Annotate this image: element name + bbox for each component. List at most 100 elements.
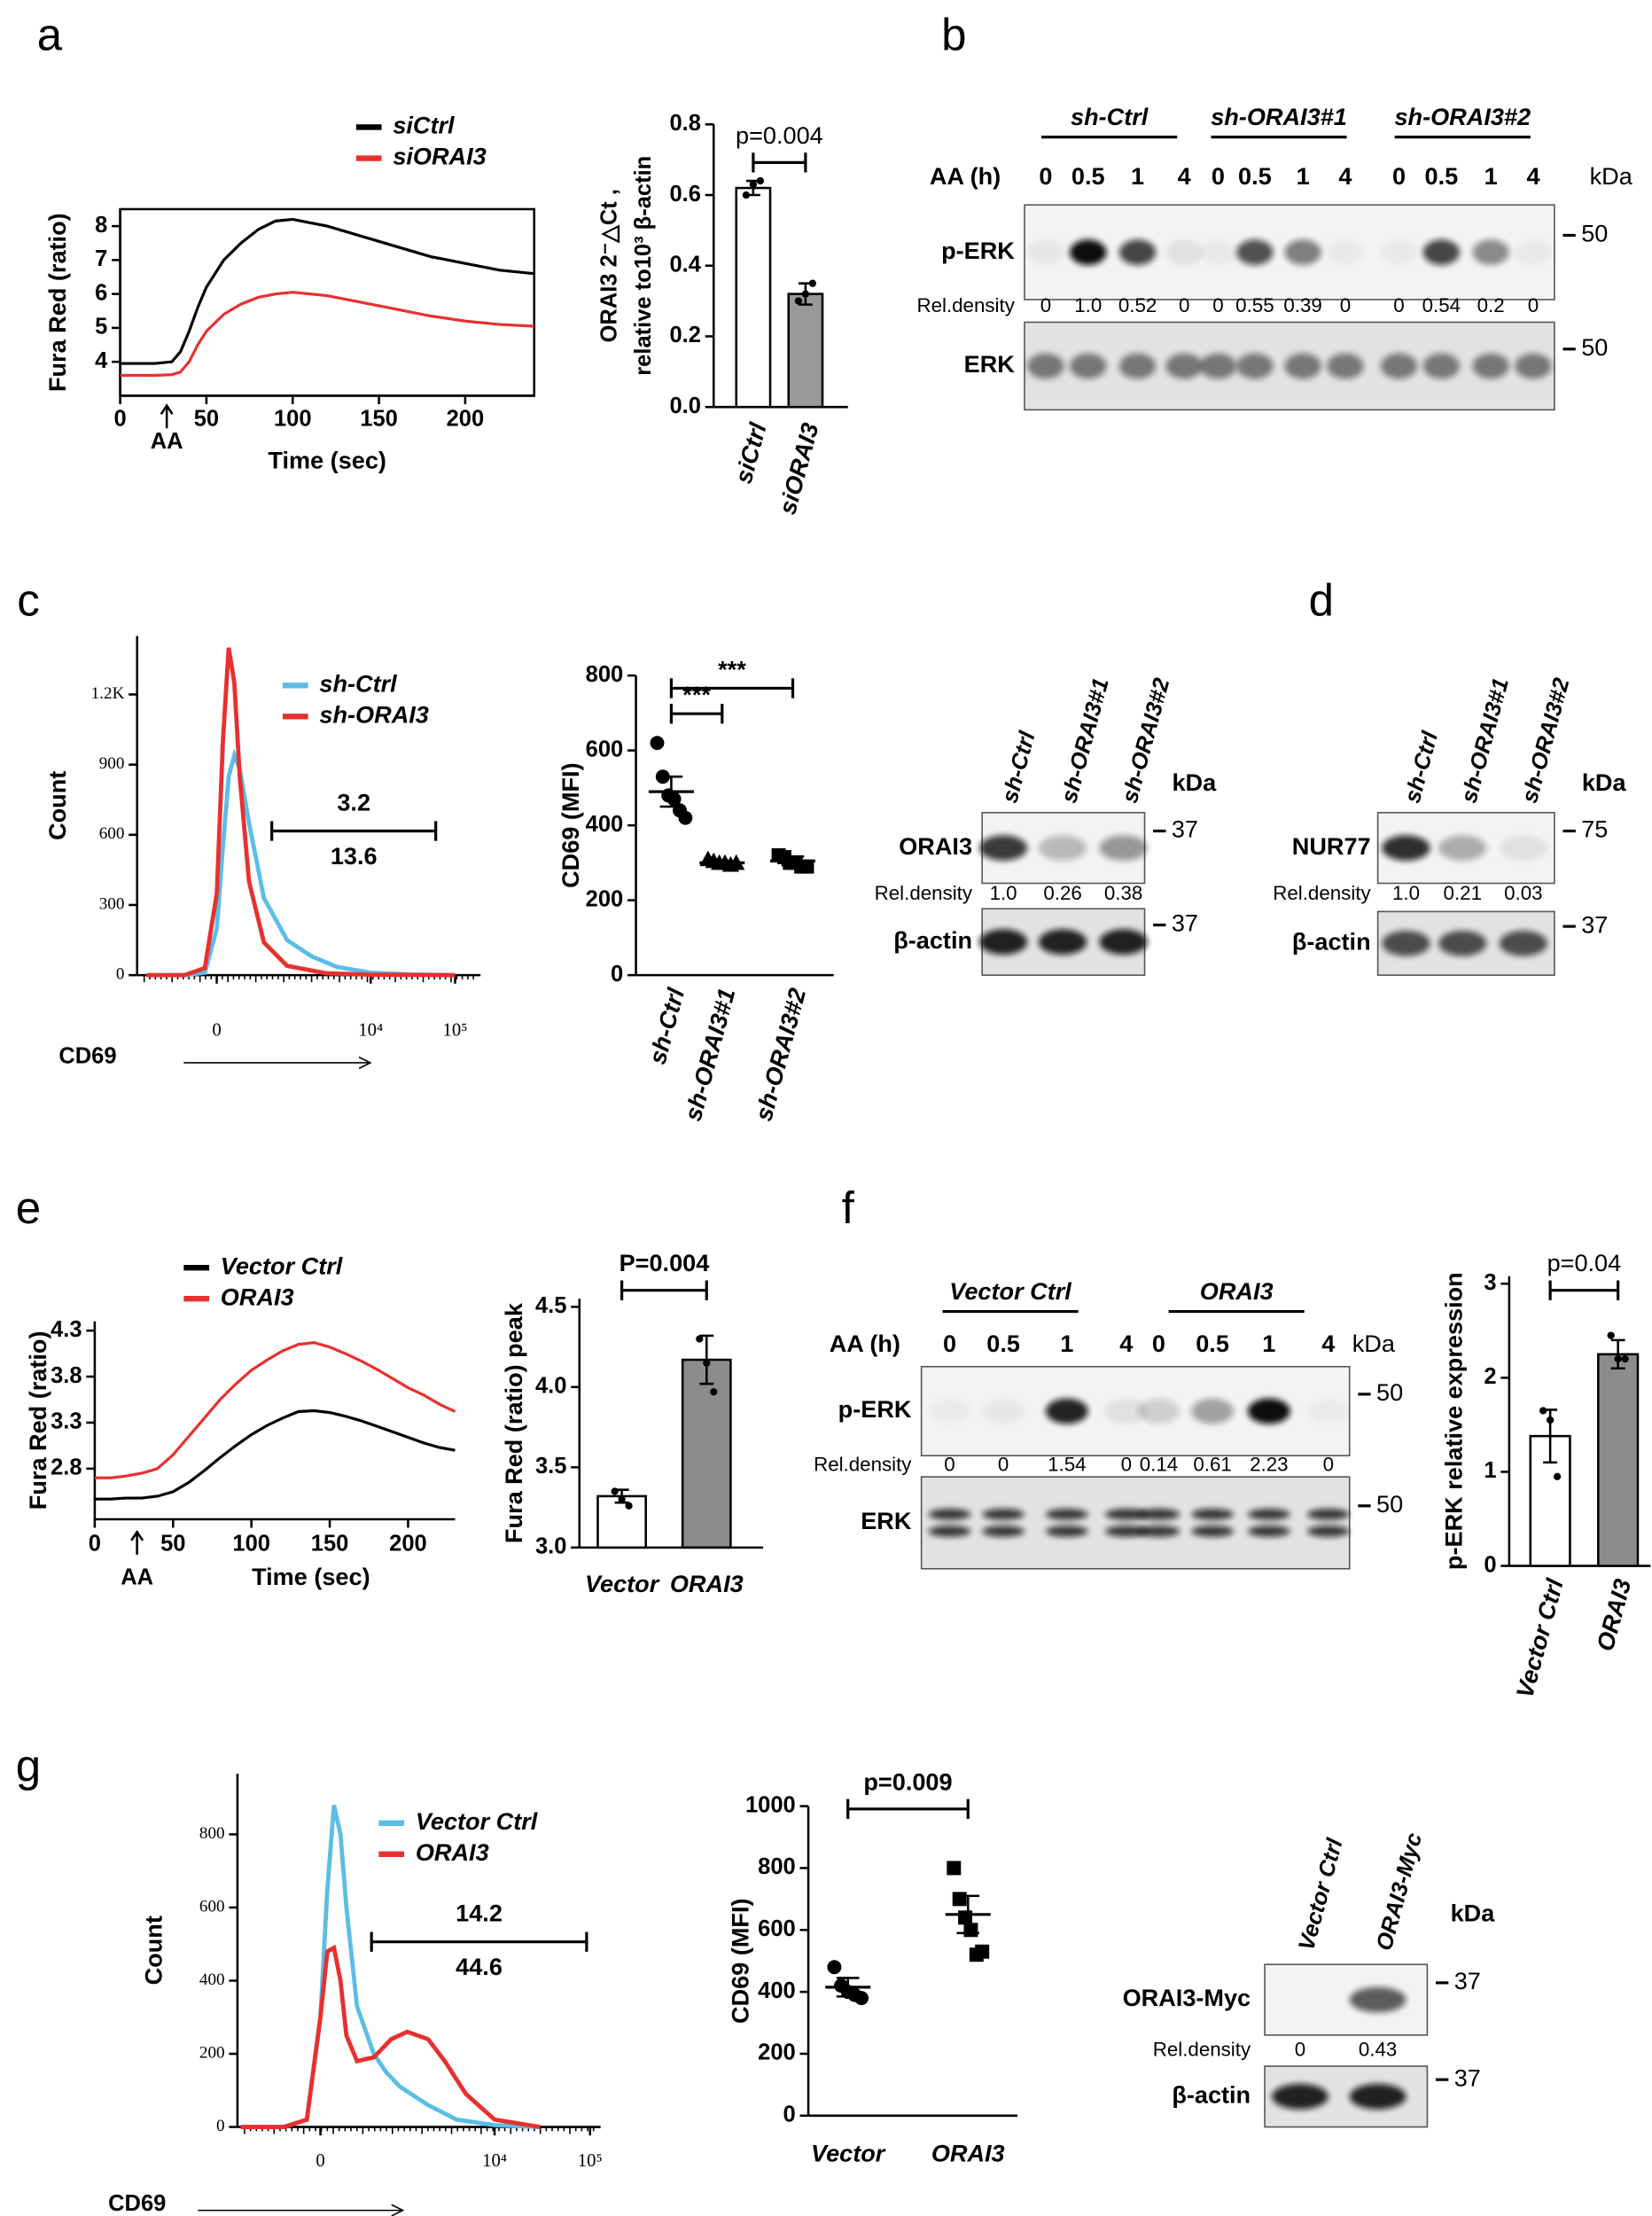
x-tick-label: 10⁵ (443, 1021, 468, 1041)
x-tick-label: 200 (389, 1531, 427, 1556)
y-tick-label: 0 (1484, 1552, 1496, 1577)
x-tick-label: ORAI3 (1591, 1576, 1636, 1654)
kda-label: kDa (1352, 1330, 1396, 1357)
blot-band (1247, 1398, 1290, 1424)
blot-band (1515, 353, 1552, 379)
lane-label: 0 (1212, 162, 1225, 190)
data-line (120, 217, 534, 365)
data-line (94, 1408, 456, 1501)
y-tick-label: 900 (99, 754, 125, 773)
y-tick-label: 400 (199, 1970, 225, 1989)
y-axis-label: Count (43, 771, 71, 840)
lane-label: 1 (1297, 162, 1310, 190)
lane-label: 0.5 (986, 1330, 1020, 1357)
y-tick-label: 4.5 (535, 1293, 566, 1318)
density-value: 1.0 (1074, 294, 1102, 316)
x-tick-label: 0 (114, 406, 127, 431)
x-tick-label: 0 (89, 1531, 101, 1556)
gate (370, 1931, 588, 1952)
data-point (678, 810, 693, 825)
kda-marker: 50 (1581, 220, 1608, 247)
lane-label: 4 (1119, 1330, 1133, 1357)
significance-bracket (669, 704, 724, 724)
x-tick-label: 150 (311, 1531, 349, 1556)
blot-band (1199, 239, 1237, 265)
density-value: 0.43 (1359, 2038, 1397, 2060)
blot-band (1191, 1398, 1234, 1424)
y-axis-label: Fura Red (ratio) (24, 1331, 51, 1510)
y-axis-label: CD69 (MFI) (726, 1898, 753, 2023)
lane-label: 0 (1039, 162, 1052, 190)
row-label: p-ERK (838, 1395, 912, 1423)
y-tick-label: 8 (95, 213, 107, 238)
data-point (1553, 1472, 1562, 1480)
blot-band (1070, 353, 1107, 379)
lane-label: 0.5 (1071, 162, 1105, 190)
density-value: 0.26 (1043, 882, 1081, 904)
data-point (975, 1944, 990, 1959)
x-tick-label: 10⁴ (482, 2151, 507, 2171)
lane-label: 0.5 (1196, 1330, 1229, 1357)
panel-letter: b (941, 10, 966, 60)
data-point (611, 1487, 619, 1495)
data-point (963, 1923, 978, 1938)
kda-marker: 37 (1581, 910, 1608, 938)
row-label: ERK (964, 350, 1016, 378)
data-point (799, 859, 814, 874)
y-tick-label: 0.4 (669, 252, 701, 277)
data-point (703, 1359, 711, 1367)
x-tick-label: sh-Ctrl (643, 985, 690, 1067)
y-tick-label: 3.0 (535, 1534, 566, 1559)
lane-label: 1 (1131, 162, 1144, 190)
significance-bracket (752, 152, 807, 173)
lane-label: 0 (1392, 162, 1406, 190)
gate-label: 3.2 (337, 788, 370, 815)
legend-label: siORAI3 (393, 143, 486, 170)
row-label: ORAI3 (899, 832, 972, 860)
blot-band (1307, 1399, 1350, 1424)
blot-band (1137, 1509, 1181, 1520)
density-value: 0 (944, 1453, 955, 1475)
kda-label: kDa (1582, 769, 1627, 796)
blot-band (1349, 2083, 1407, 2110)
density-value: 0 (1340, 294, 1351, 316)
blot-band (1422, 239, 1461, 265)
density-value: 0.14 (1140, 1453, 1178, 1475)
blot-group: sh-ORAI3#1 (1211, 103, 1347, 130)
y-tick-label: 400 (758, 1978, 796, 2003)
y-tick-label: 300 (99, 894, 125, 913)
x-tick-label: 100 (274, 406, 312, 431)
kda-marker: 37 (1172, 815, 1198, 843)
significance-bracket (669, 678, 795, 698)
density-value: 1.0 (990, 882, 1017, 904)
panel-letter: c (17, 574, 40, 625)
y-tick-label: 4 (95, 348, 108, 373)
lane-label: 1 (1262, 1330, 1275, 1357)
axis-arrow-head (358, 1056, 372, 1070)
density-value: 0.39 (1283, 294, 1321, 316)
data-point (696, 1335, 704, 1343)
data-point (655, 769, 670, 784)
y-tick-label: 200 (199, 2043, 225, 2062)
density-value: 0.38 (1104, 882, 1142, 904)
kda-marker: 37 (1172, 909, 1198, 937)
y-axis-label: relative to10³ β-actin (631, 156, 656, 376)
blot-band (1027, 239, 1064, 265)
blot-band (1247, 1509, 1290, 1520)
lane-label: 4 (1321, 1330, 1335, 1357)
panel-letter: a (37, 10, 63, 60)
panel-letter: d (1309, 574, 1334, 625)
significance-bracket (846, 1799, 970, 1819)
x-tick-label: 50 (160, 1531, 185, 1556)
blot-group: ORAI3 (1200, 1277, 1274, 1305)
y-tick-label: 5 (95, 315, 107, 339)
lane-label: 0 (943, 1330, 956, 1357)
y-tick-label: 7 (95, 246, 107, 271)
y-tick-label: 0.6 (669, 182, 700, 207)
blot-band (1349, 1986, 1407, 2013)
lane-label: sh-ORAI3#2 (1118, 675, 1174, 806)
blot-band (928, 1525, 971, 1537)
y-tick-label: 800 (586, 662, 624, 687)
panel-letter: f (842, 1182, 855, 1233)
